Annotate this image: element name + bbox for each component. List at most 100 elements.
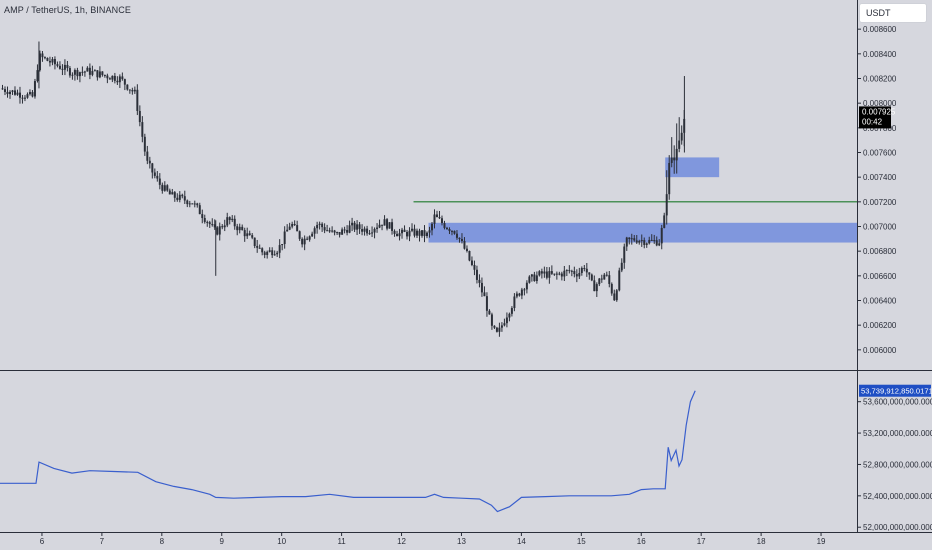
candle-body-186 [465,248,468,251]
candle-body-108 [271,250,274,256]
candle-body-141 [353,222,356,230]
candle-body-203 [508,313,511,318]
candle-body-182 [455,233,458,238]
candle-body-104 [261,248,264,253]
candle-body-120 [301,238,304,245]
candle-body-197 [493,325,496,328]
candle-body-237 [593,280,596,292]
candle-body-154 [386,219,389,229]
candle-body-245 [613,293,616,301]
candle-body-200 [500,325,503,328]
candle-body-75 [188,203,191,205]
price-zones [428,157,857,243]
candle-body-210 [525,282,528,290]
candle-body-168 [421,230,424,236]
candle-body-96 [241,226,244,231]
currency-button[interactable]: USDT [859,3,927,23]
candle-body-232 [580,267,583,273]
candle-body-106 [266,251,269,255]
candle-body-0 [1,88,4,90]
candle-body-137 [343,229,346,231]
candle-body-178 [445,227,448,229]
price-tick-label-1: 0.008400 [863,50,897,59]
candle-body-156 [391,222,394,231]
candle-body-205 [513,296,516,309]
candle-body-179 [448,228,451,232]
indicator-tick-label-4: 52,000,000,000.000000 [863,523,932,532]
candle-body-259 [648,239,651,244]
candle-body-172 [430,223,433,231]
candle-body-215 [538,271,541,276]
candle-body-31 [78,72,81,77]
candle-body-266 [665,194,668,216]
candle-body-207 [518,293,521,296]
candle-body-228 [570,270,573,272]
candle-body-37 [93,70,96,72]
candle-body-246 [615,290,618,301]
candle-body-105 [263,252,266,255]
candle-body-47 [118,76,121,83]
candle-body-18 [46,57,49,61]
candle-body-261 [653,240,656,242]
time-tick-label-10: 16 [637,537,646,546]
candle-body-69 [173,192,176,198]
indicator-value-label: 53,739,912,850.017120 [861,387,932,396]
time-tick-label-11: 17 [697,537,706,546]
candle-body-140 [351,222,354,226]
time-tick-label-7: 13 [457,537,466,546]
candle-body-229 [573,271,576,275]
candle-body-15 [38,53,41,71]
candle-body-161 [403,229,406,232]
candle-body-36 [91,71,94,75]
candle-body-263 [658,243,661,246]
candle-body-209 [523,289,526,291]
candle-body-194 [485,296,488,311]
candle-body-223 [558,273,561,275]
candle-body-184 [460,239,463,241]
candle-body-201 [503,323,506,326]
candle-body-249 [623,246,626,263]
candle-body-225 [563,270,566,277]
indicator-tick-label-3: 52,400,000,000.000000 [863,492,932,501]
candle-body-216 [540,271,543,274]
price-tick-label-13: 0.006000 [863,346,897,355]
candle-body-260 [650,239,653,241]
candle-body-94 [236,226,239,231]
candle-body-13 [33,81,36,97]
candle-body-199 [498,327,501,332]
candle-body-88 [221,226,224,228]
candle-body-85 [213,224,216,228]
candle-body-219 [548,271,551,278]
candle-body-257 [643,240,646,245]
candle-body-38 [96,70,99,78]
candle-body-109 [273,254,276,256]
candle-body-144 [361,229,364,232]
candle-body-233 [583,267,586,269]
candle-body-26 [66,64,69,69]
candle-body-258 [645,243,648,245]
candle-body-90 [226,217,229,226]
candle-body-195 [488,310,491,315]
indicator-axis: 53,600,000,000.000000 53,200,000,000.0000… [857,398,932,532]
symbol-title: AMP / TetherUS, 1h, BINANCE [4,5,131,15]
candle-body-149 [373,228,376,233]
candle-body-39 [98,71,101,78]
candle-body-236 [590,274,593,281]
candle-body-60 [151,163,154,173]
candle-body-198 [495,327,498,332]
candle-body-133 [333,230,336,233]
candle-body-14 [36,70,39,82]
candle-body-136 [341,229,344,235]
candle-body-44 [111,75,114,80]
candle-body-113 [283,231,286,245]
candle-body-220 [550,271,553,274]
candle-body-110 [276,252,279,255]
candle-body-170 [426,232,429,237]
candle-body-145 [363,228,366,232]
candle-body-117 [293,223,296,226]
candle-body-6 [16,92,19,95]
candle-body-256 [640,240,643,242]
candle-body-129 [323,227,326,231]
candle-body-7 [18,92,21,98]
